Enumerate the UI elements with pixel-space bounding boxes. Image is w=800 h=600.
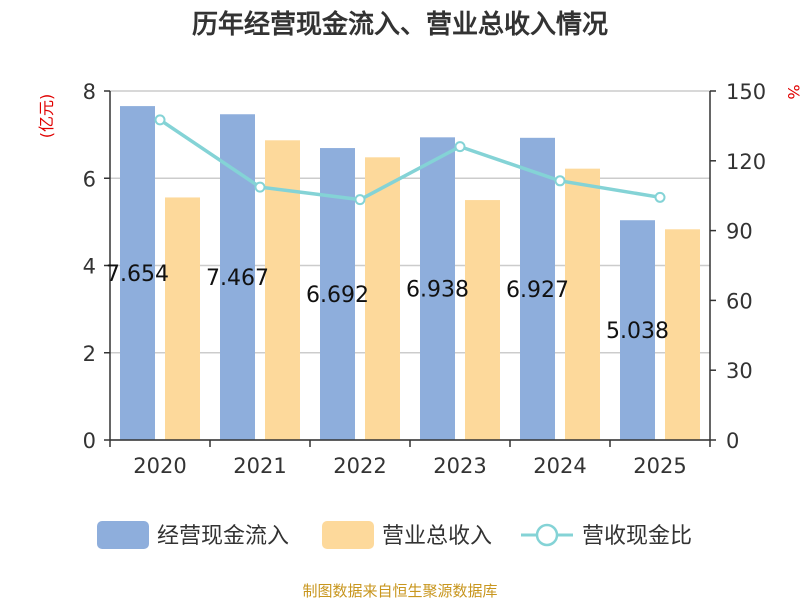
ratio-point bbox=[554, 175, 566, 187]
x-tick-label: 2025 bbox=[633, 454, 686, 478]
bar-revenue bbox=[565, 168, 600, 440]
bar-revenue bbox=[365, 157, 400, 440]
data-label: 6.927 bbox=[506, 278, 569, 303]
ratio-point bbox=[454, 141, 466, 153]
bar-revenue bbox=[465, 200, 500, 440]
bars bbox=[120, 106, 700, 441]
ratio-point bbox=[254, 181, 266, 193]
legend-label-cash-inflow: 经营现金流入 bbox=[157, 524, 289, 549]
legend: 经营现金流入 营业总收入 营收现金比 bbox=[97, 521, 692, 549]
legend-swatch-revenue bbox=[322, 521, 374, 549]
source-note: 制图数据来自恒生聚源数据库 bbox=[302, 582, 497, 600]
bar-cash-inflow bbox=[220, 114, 255, 440]
bar-cash-inflow bbox=[520, 137, 555, 440]
axes: 0 2 4 6 8 0 30 60 90 120 150 2020 2021 2022 2023 2024 20… bbox=[83, 80, 766, 478]
right-tick-label: 30 bbox=[726, 359, 753, 383]
ratio-point bbox=[654, 191, 666, 203]
right-tick-label: 150 bbox=[726, 80, 766, 104]
legend-label-revenue: 营业总收入 bbox=[382, 524, 492, 549]
x-tick-label: 2021 bbox=[233, 454, 286, 478]
data-label: 6.938 bbox=[406, 278, 469, 303]
left-tick-label: 0 bbox=[83, 429, 96, 453]
right-tick-label: 60 bbox=[726, 289, 753, 313]
ratio-point bbox=[354, 194, 366, 206]
chart-title: 历年经营现金流入、营业总收入情况 bbox=[192, 9, 608, 40]
legend-label-ratio: 营收现金比 bbox=[582, 524, 692, 549]
left-tick-label: 6 bbox=[83, 167, 96, 191]
legend-swatch-ratio-marker bbox=[535, 523, 559, 547]
bar-revenue bbox=[165, 197, 200, 440]
bar-revenue bbox=[265, 140, 300, 440]
left-tick-label: 8 bbox=[83, 80, 96, 104]
data-label: 7.654 bbox=[106, 262, 169, 287]
x-tick-label: 2024 bbox=[533, 454, 586, 478]
x-tick-label: 2022 bbox=[333, 454, 386, 478]
left-tick-label: 4 bbox=[83, 255, 96, 279]
left-tick-label: 2 bbox=[83, 342, 96, 366]
bar-cash-inflow bbox=[620, 220, 655, 440]
ratio-polyline bbox=[159, 118, 661, 202]
right-tick-label: 120 bbox=[726, 150, 766, 174]
bar-revenue bbox=[665, 229, 700, 440]
bar-cash-inflow bbox=[420, 137, 455, 440]
x-tick-label: 2023 bbox=[433, 454, 486, 478]
left-axis-unit: (亿元) bbox=[37, 94, 56, 139]
ratio-line bbox=[154, 114, 666, 206]
right-tick-label: 0 bbox=[726, 429, 739, 453]
ratio-point bbox=[154, 114, 166, 126]
data-label: 6.692 bbox=[306, 283, 369, 308]
x-tick-label: 2020 bbox=[133, 454, 186, 478]
data-labels: 7.654 7.467 6.692 6.938 6.927 5.038 bbox=[106, 262, 669, 344]
right-axis-unit: % bbox=[784, 84, 800, 99]
right-tick-label: 90 bbox=[726, 220, 753, 244]
data-label: 7.467 bbox=[206, 266, 269, 291]
legend-swatch-cash-inflow bbox=[97, 521, 149, 549]
bar-cash-inflow bbox=[120, 106, 155, 441]
data-label: 5.038 bbox=[606, 319, 669, 344]
